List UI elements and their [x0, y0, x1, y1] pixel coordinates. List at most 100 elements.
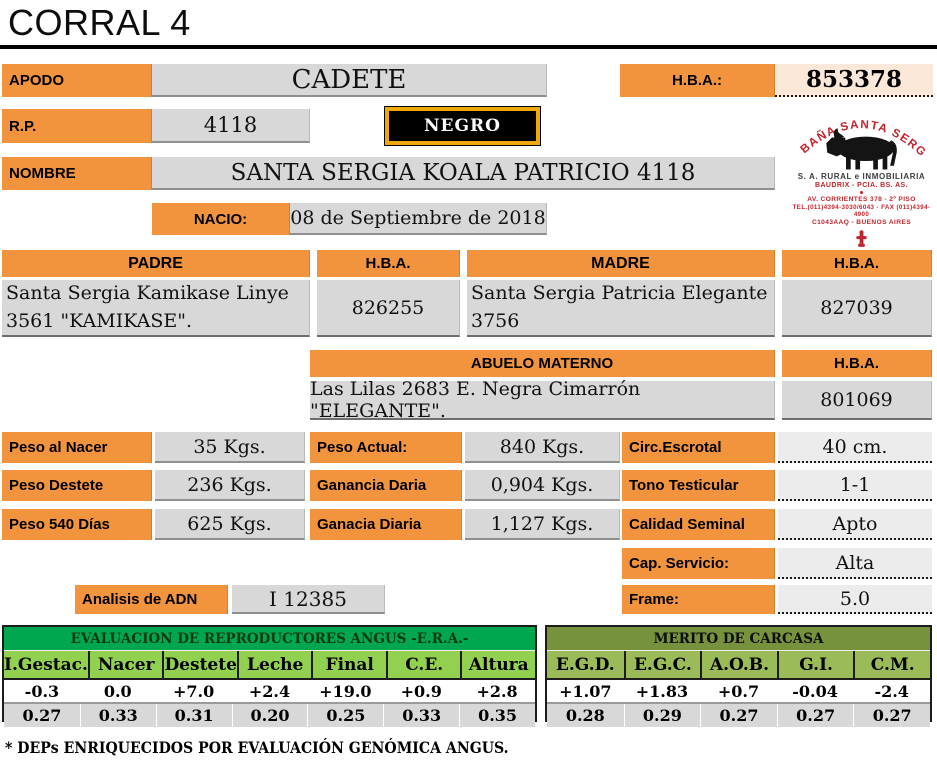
madre-hba-header: H.B.A. [782, 250, 932, 277]
cabana-logo: CABAÑA SANTA SERGIA S. A. RURAL e INMOBI… [788, 100, 935, 248]
tono-testicular-value: 1-1 [778, 470, 932, 501]
rp-value: 4118 [152, 109, 310, 143]
calidad-seminal-value: Apto [778, 509, 932, 540]
peso-destete-value: 236 Kgs. [155, 470, 305, 501]
madre-name: Santa Sergia Patricia Elegante 3756 [467, 280, 775, 337]
hba-value: 853378 [775, 64, 933, 97]
era-acc-cell: 0.33 [79, 704, 156, 727]
cap-servicio-value: Alta [778, 548, 932, 579]
era-acc-cell: 0.35 [459, 704, 535, 727]
abuelo-hba-header: H.B.A. [782, 350, 932, 377]
era-dep-cell: +7.0 [173, 681, 215, 701]
ganancia-diaria-value: 0,904 Kgs. [465, 470, 620, 501]
padre-hba-header: H.B.A. [317, 250, 460, 277]
apodo-label: APODO [2, 64, 152, 97]
era-table-title: EVALUACION DE REPRODUCTORES ANGUS -E.R.A… [4, 627, 535, 651]
brand-mark-icon [856, 230, 867, 248]
padre-header: PADRE [2, 250, 310, 277]
mc-col-egc: E.G.C. [623, 651, 701, 678]
logo-location-line: BAUDRIX - PCIA. BS. AS. [815, 182, 908, 190]
tono-testicular-label: Tono Testicular [622, 470, 775, 501]
circ-escrotal-label: Circ.Escrotal [622, 432, 775, 463]
bull-logo-icon: CABAÑA SANTA SERGIA [788, 100, 928, 170]
era-dep-cell: 0.0 [103, 681, 132, 701]
carcasa-table: MERITO DE CARCASA E.G.D. E.G.C. A.O.B. G… [545, 625, 932, 727]
era-dep-cell: +2.8 [476, 681, 518, 701]
madre-hba-value: 827039 [782, 280, 932, 337]
cap-servicio-label: Cap. Servicio: [622, 548, 775, 579]
era-column-headers: I.Gestac. Nacer Destete Leche Final C.E.… [4, 651, 535, 680]
logo-address-line: AV. CORRIENTES 378 - 2º PISO [807, 196, 916, 204]
genomic-footnote: * DEPs ENRIQUECIDOS POR EVALUACIÓN GENÓM… [5, 738, 509, 757]
mc-acc-cell: 0.28 [565, 706, 605, 725]
frame-value: 5.0 [778, 585, 932, 614]
peso-540-value: 625 Kgs. [155, 509, 305, 540]
peso-540-label: Peso 540 Días [2, 509, 152, 540]
calidad-seminal-label: Calidad Seminal [622, 509, 775, 540]
mc-dep-cell: -0.04 [792, 681, 838, 701]
page-title: CORRAL 4 [8, 2, 191, 43]
era-acc-cell: 0.27 [22, 706, 62, 725]
mc-acc-cell: 0.27 [853, 704, 930, 727]
peso-actual-value: 840 Kgs. [465, 432, 620, 463]
abuelo-name: Las Lilas 2683 E. Negra Cimarrón "ELEGAN… [310, 378, 775, 422]
apodo-value: CADETE [152, 64, 547, 97]
mc-dep-cell: +1.83 [635, 681, 689, 701]
color-badge: NEGRO [385, 107, 540, 145]
ganancia-diaria-label: Ganancia Daria [310, 470, 462, 501]
padre-name: Santa Sergia Kamikase Linye 3561 "KAMIKA… [2, 280, 310, 337]
logo-dot-separator [860, 191, 863, 195]
abuelo-header: ABUELO MATERNO [310, 350, 775, 377]
carcasa-dep-row: +1.07 +1.83 +0.7 -0.04 -2.4 [547, 680, 930, 702]
era-dep-cell: +0.9 [400, 681, 442, 701]
nombre-label: NOMBRE [2, 157, 152, 190]
era-dep-cell: +19.0 [319, 681, 372, 701]
era-col-leche: Leche [236, 651, 312, 678]
mc-col-cm: C.M. [853, 651, 930, 678]
era-col-igestac: I.Gestac. [4, 651, 88, 678]
abuelo-hba-value: 801069 [782, 381, 932, 420]
peso-destete-label: Peso Destete [2, 470, 152, 501]
padre-hba-value: 826255 [317, 280, 460, 337]
era-col-final: Final [311, 651, 386, 678]
mc-col-egd: E.G.D. [547, 651, 624, 678]
era-acc-cell: 0.31 [155, 704, 232, 727]
mc-col-gi: G.I. [776, 651, 854, 678]
peso-actual-label: Peso Actual: [310, 432, 462, 463]
adn-value: I 12385 [232, 585, 385, 614]
title-underline [0, 45, 937, 49]
bull-silhouette-icon [826, 128, 897, 170]
circ-escrotal-value: 40 cm. [778, 432, 932, 463]
peso-nacer-value: 35 Kgs. [155, 432, 305, 463]
era-acc-cell: 0.20 [231, 704, 308, 727]
hba-label: H.B.A.: [620, 64, 775, 97]
carcasa-accuracy-row: 0.28 0.29 0.27 0.27 0.27 [547, 702, 930, 727]
era-acc-cell: 0.25 [307, 704, 383, 727]
mc-acc-cell: 0.27 [776, 704, 854, 727]
era-col-ce: C.E. [385, 651, 461, 678]
rp-label: R.P. [2, 109, 152, 143]
era-dep-row: -0.3 0.0 +7.0 +2.4 +19.0 +0.9 +2.8 [4, 680, 535, 702]
nacio-label: NACIO: [152, 203, 290, 235]
era-dep-cell: -0.3 [24, 681, 60, 701]
era-acc-cell: 0.33 [383, 704, 459, 727]
frame-label: Frame: [622, 585, 775, 614]
peso-nacer-label: Peso al Nacer [2, 432, 152, 463]
era-table: EVALUACION DE REPRODUCTORES ANGUS -E.R.A… [2, 625, 537, 727]
era-col-destete: Destete [162, 651, 237, 678]
era-dep-cell: +2.4 [248, 681, 291, 701]
madre-header: MADRE [467, 250, 775, 277]
era-col-altura: Altura [460, 651, 535, 678]
carcasa-column-headers: E.G.D. E.G.C. A.O.B. G.I. C.M. [547, 651, 930, 680]
era-col-nacer: Nacer [87, 651, 163, 678]
logo-city-line: C1043AAQ - BUENOS AIRES [811, 219, 912, 227]
ganacia-diaria2-label: Ganacia Diaria [310, 509, 462, 540]
mc-acc-cell: 0.29 [623, 704, 701, 727]
logo-phone-line: TEL.(011)4394-3030/6043 - FAX (011)4394-… [792, 204, 931, 219]
mc-col-aob: A.O.B. [700, 651, 777, 678]
adn-label: Analisis de ADN [75, 585, 228, 614]
carcasa-table-title: MERITO DE CARCASA [547, 627, 930, 651]
mc-dep-cell: -2.4 [874, 681, 909, 701]
mc-dep-cell: +1.07 [559, 681, 612, 701]
